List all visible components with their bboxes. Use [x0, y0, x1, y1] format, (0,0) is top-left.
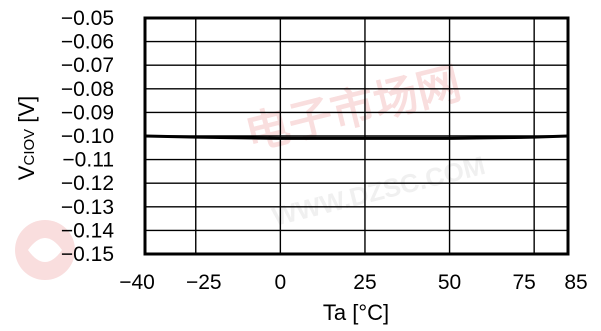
series: [144, 134, 569, 140]
y-tick-label: −0.07: [61, 54, 114, 77]
x-tick-label: −25: [186, 271, 222, 294]
x-tick-label: 50: [438, 271, 461, 294]
y-tick-label: −0.12: [61, 172, 114, 195]
y-tick-label: −0.11: [62, 149, 114, 172]
y-tick-label: −0.06: [61, 31, 114, 54]
watermark-chars: 电子市场网: [241, 59, 466, 160]
x-tick-label: 25: [353, 271, 376, 294]
x-tick-label: 0: [275, 271, 287, 294]
y-tick-label: −0.10: [61, 125, 114, 148]
x-tick-label: 85: [564, 271, 587, 294]
watermark-logo-icon: [15, 220, 75, 280]
y-tick-labels: −0.05−0.06−0.07−0.08−0.09−0.10−0.11−0.12…: [61, 7, 114, 266]
y-tick-label: −0.14: [61, 219, 114, 242]
y-axis-title: VCIOV [V]: [14, 96, 39, 180]
x-tick-labels: −40 −25 0 25 50 75 85: [119, 271, 587, 294]
series-line: [144, 134, 569, 140]
plot-frame: [143, 16, 570, 256]
y-tick-label: −0.13: [61, 196, 114, 219]
y-tick-label: −0.15: [61, 243, 114, 266]
watermark-url: WWW.DZSC.COM: [269, 150, 488, 232]
x-tick-label: −40: [119, 271, 155, 294]
y-tick-label: −0.05: [61, 7, 114, 30]
y-tick-label: −0.08: [61, 78, 114, 101]
y-tick-label: −0.09: [61, 101, 114, 124]
x-tick-label: 75: [512, 271, 535, 294]
x-axis-title: Ta [°C]: [323, 300, 389, 325]
